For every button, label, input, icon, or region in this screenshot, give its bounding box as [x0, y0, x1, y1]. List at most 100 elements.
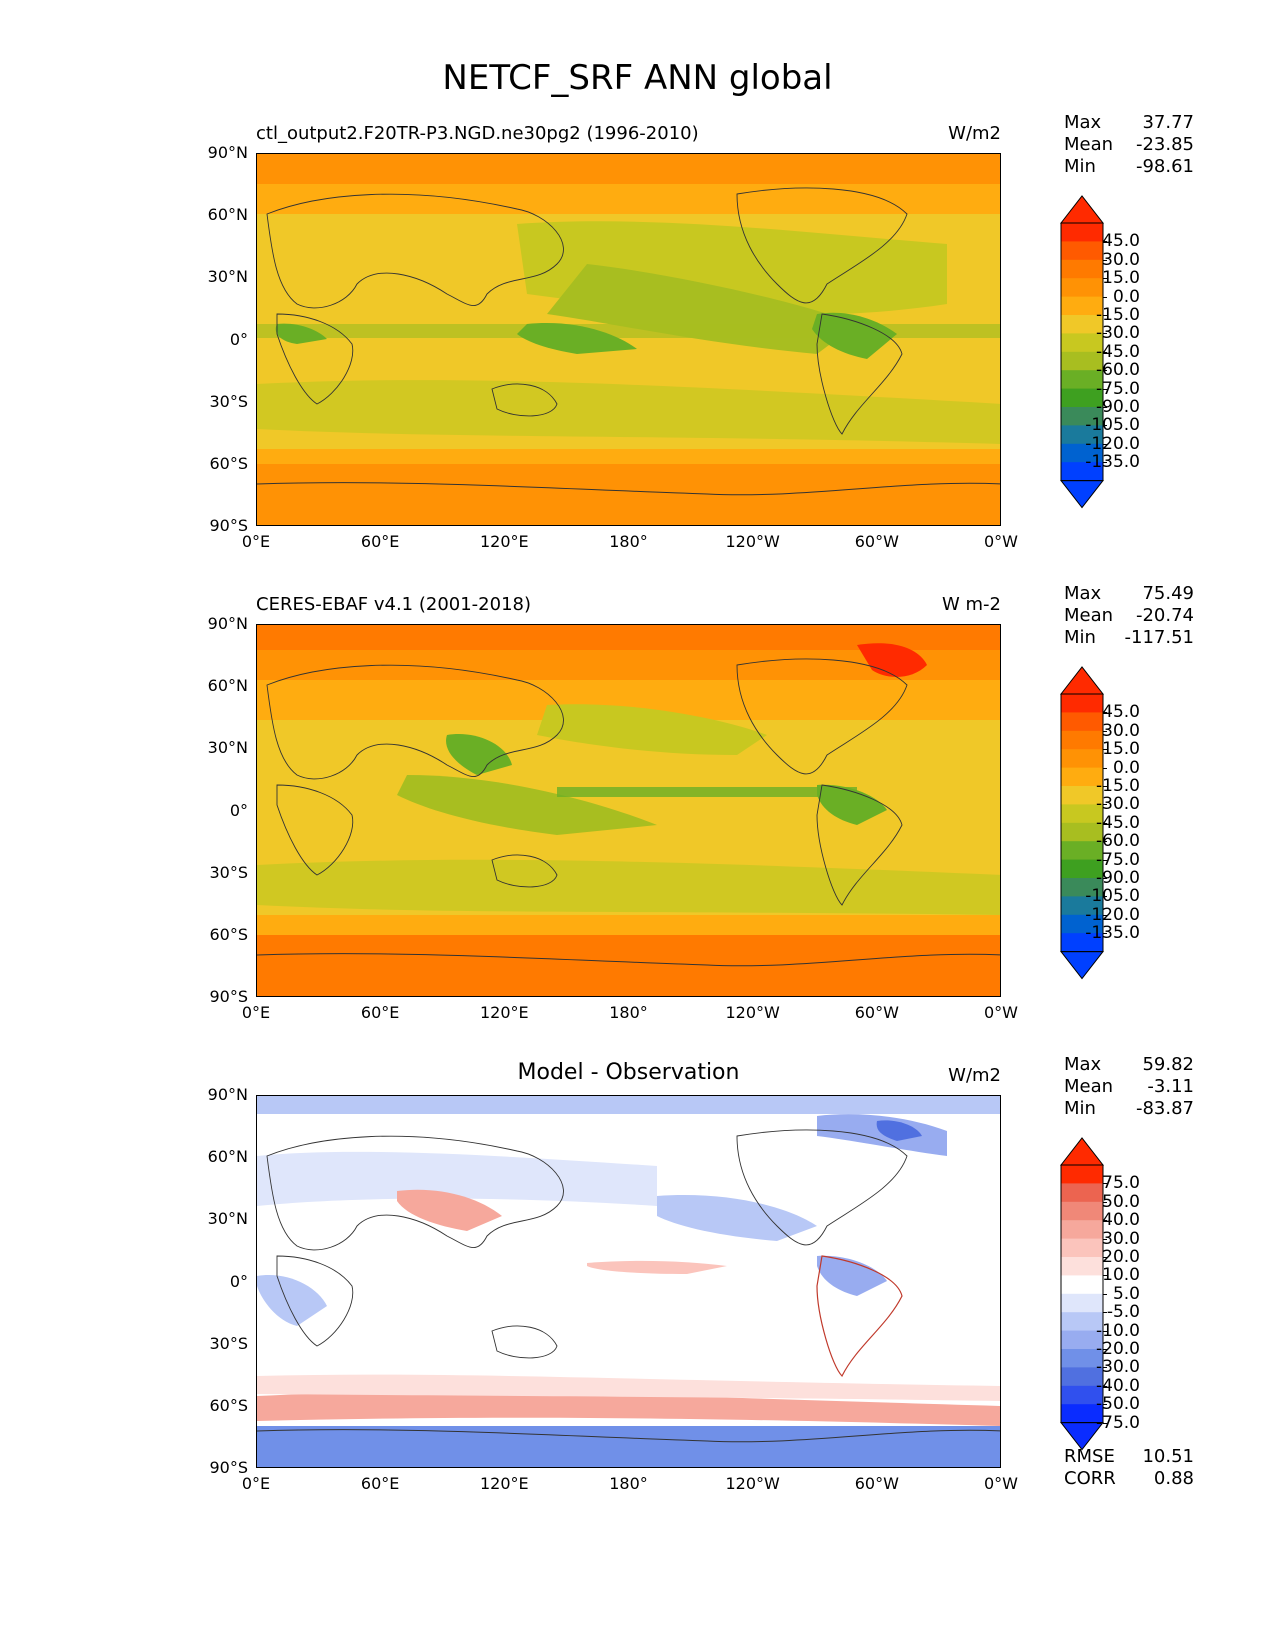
colorbar-segment — [1061, 694, 1103, 713]
colorbar-segment — [1061, 1201, 1103, 1221]
colorbar-tick-label: -15.0 — [1096, 305, 1140, 325]
colorbar-tick-label: -75.0 — [1096, 1412, 1140, 1433]
colorbar-tick-label: 45.0 — [1102, 702, 1140, 723]
colorbar-segment — [1061, 1238, 1103, 1258]
colorbar-tick-label: -135.0 — [1085, 923, 1140, 944]
colorbar-tick — [1103, 296, 1107, 298]
stat-mean-value: -3.11 — [1147, 1076, 1194, 1097]
stat-min-label: Min — [1064, 627, 1096, 648]
colorbar-tick-label: -50.0 — [1096, 1394, 1140, 1415]
colorbar-tick-label: -10.0 — [1096, 1320, 1140, 1341]
colorbar-tick — [1103, 1183, 1107, 1185]
colorbar-tick — [1103, 1201, 1107, 1203]
colorbar-tick-label: -5.0 — [1106, 1302, 1140, 1323]
colorbar-extend-bottom — [1059, 480, 1105, 509]
colorbar-segment — [1061, 1275, 1103, 1295]
colorbar-tick-label: 10.0 — [1102, 1265, 1140, 1286]
colorbar-tick-label: -90.0 — [1096, 397, 1140, 417]
colorbar-tick-label: 15.0 — [1102, 268, 1140, 289]
colorbar-segment — [1061, 786, 1103, 805]
colorbar-tick-label: -30.0 — [1096, 323, 1140, 344]
stat-min-value: -117.51 — [1124, 627, 1194, 648]
panel-center-title: Model - Observation — [517, 1060, 740, 1085]
colorbar-segment — [1061, 712, 1103, 732]
stat-mean-value: -23.85 — [1135, 134, 1194, 155]
colorbar-tick — [1103, 804, 1107, 806]
lat-tick-label: 30°N — [207, 738, 248, 758]
colorbar-segment — [1061, 259, 1103, 279]
colorbar-segment — [1061, 462, 1103, 482]
colorbar-tick — [1103, 1220, 1107, 1222]
lon-tick-label: 0°W — [984, 1474, 1018, 1493]
lat-tick-label: 90°S — [209, 516, 248, 535]
colorbar-tick — [1103, 443, 1107, 445]
colorbar-tick — [1103, 933, 1107, 935]
colorbar-tick — [1103, 1275, 1107, 1277]
lon-tick-label: 60°E — [360, 532, 400, 551]
colorbar-diff: 75.0 50.0 40.0 30.0 20.0 10.0 5.0 -5.0 -10.0 -20.… — [1059, 1137, 1140, 1455]
colorbar-tick-label: 5.0 — [1112, 1283, 1140, 1304]
colorbar-tick-label: 50.0 — [1102, 1191, 1140, 1212]
colorbar-tick — [1103, 1312, 1107, 1314]
colorbar-tick — [1103, 407, 1107, 408]
panel-left-title: CERES-EBAF v4.1 (2001-2018) — [256, 594, 532, 615]
colorbar-tick-label: -105.0 — [1085, 415, 1140, 436]
colorbar-segment — [1061, 1367, 1103, 1387]
lat-tick-label: 30°N — [207, 1209, 248, 1229]
map-obs — [256, 624, 1001, 997]
colorbar-tick — [1103, 914, 1107, 916]
colorbar-tick-label: 30.0 — [1102, 1228, 1140, 1249]
stats-model: Max 37.77 Mean -23.85 Min -98.61 — [1064, 112, 1194, 178]
colorbar-extend-top — [1059, 1137, 1105, 1166]
colorbar-tick-label: -75.0 — [1096, 849, 1140, 870]
stat-max-value: 75.49 — [1142, 583, 1194, 604]
lon-tick-label: 60°W — [854, 1474, 899, 1493]
lon-tick-label: 180° — [609, 1003, 648, 1022]
lon-tick-label: 120°W — [725, 1003, 780, 1022]
stat-min-label: Min — [1064, 156, 1096, 177]
lat-tick-label: 0° — [229, 800, 248, 820]
lat-tick-label: 60°N — [207, 1147, 248, 1167]
colorbar-tick — [1103, 315, 1107, 316]
lon-tick-label: 120°W — [725, 532, 780, 551]
colorbar-segment — [1061, 1312, 1103, 1332]
lon-tick-label: 0°W — [984, 1003, 1018, 1022]
colorbar-tick — [1103, 822, 1107, 824]
colorbar-tick — [1103, 1349, 1107, 1350]
colorbar-tick — [1103, 259, 1107, 261]
stat-mean-label: Mean — [1064, 134, 1114, 155]
colorbar-tick-label: 20.0 — [1102, 1247, 1140, 1267]
colorbar-tick — [1103, 841, 1107, 843]
colorbar-tick — [1103, 1330, 1107, 1332]
lat-tick-label: 60°N — [207, 676, 248, 696]
lon-tick-label: 60°E — [360, 1003, 400, 1022]
colorbar-segment — [1061, 804, 1103, 824]
stats-diff-extra: RMSE 10.51 CORR 0.88 — [1064, 1446, 1194, 1490]
stat-max-label: Max — [1064, 1054, 1102, 1075]
lat-tick-label: 30°S — [209, 391, 248, 411]
colorbar-tick — [1103, 749, 1107, 751]
colorbar-segment — [1061, 767, 1103, 787]
lat-tick-label: 30°S — [209, 862, 248, 882]
lat-tick-label: 90°S — [209, 987, 248, 1006]
colorbar-tick — [1103, 1404, 1107, 1406]
lat-tick-label: 0° — [229, 1271, 248, 1291]
stat-corr-value: 0.88 — [1153, 1468, 1194, 1489]
colorbar-tick-label: -30.0 — [1096, 1357, 1140, 1378]
colorbar-tick-label: -45.0 — [1096, 812, 1140, 833]
colorbar-segment — [1061, 730, 1103, 750]
lon-tick-label: 0°E — [241, 1003, 271, 1022]
colorbar-segment — [1061, 1349, 1103, 1368]
colorbar-segment — [1061, 351, 1103, 371]
stat-mean-label: Mean — [1064, 1076, 1114, 1097]
colorbar-tick-label: -120.0 — [1085, 433, 1140, 454]
colorbar-segment — [1061, 1183, 1103, 1203]
colorbar-tick-label: 75.0 — [1102, 1173, 1140, 1194]
stat-rmse-value: 10.51 — [1142, 1446, 1194, 1467]
colorbar-tick-label: -105.0 — [1085, 886, 1140, 907]
lat-tick-label: 60°N — [207, 205, 248, 225]
colorbar-segment — [1061, 388, 1103, 408]
panel-left-title: ctl_output2.F20TR-P3.NGD.ne30pg2 (1996-2… — [256, 123, 699, 144]
lon-tick-label: 0°W — [984, 532, 1018, 551]
lon-tick-label: 120°E — [480, 532, 529, 551]
